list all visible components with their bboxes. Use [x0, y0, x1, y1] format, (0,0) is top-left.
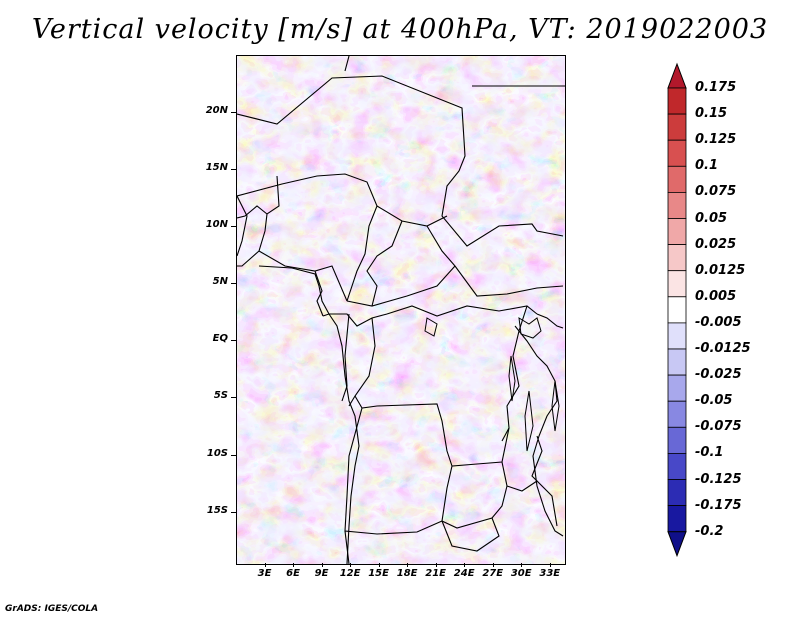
colorbar-label: 0.005	[695, 288, 737, 304]
colorbar-label: -0.05	[695, 393, 733, 409]
lon-label: 24E	[453, 568, 475, 579]
colorbar-bin	[667, 139, 687, 167]
colorbar-label: -0.175	[695, 497, 742, 513]
map-panel	[236, 55, 566, 565]
lon-label: 27E	[482, 568, 504, 579]
lat-label: 15S	[206, 504, 228, 516]
lat-tick	[231, 511, 236, 513]
lon-label: 9E	[314, 568, 329, 579]
colorbar-bin	[667, 165, 687, 193]
colorbar-bin	[667, 505, 687, 533]
lon-tick	[492, 563, 494, 567]
lat-tick	[231, 169, 236, 171]
vertical-velocity-map	[237, 56, 565, 564]
colorbar-bin	[667, 400, 687, 428]
colorbar-label: 0.0125	[695, 262, 746, 278]
lon-tick	[321, 563, 323, 567]
colorbar-label: -0.1	[695, 445, 724, 461]
colorbar-label: 0.175	[695, 80, 737, 95]
colorbar-bin	[667, 479, 687, 507]
lon-label: 12E	[339, 568, 361, 579]
colorbar-label: -0.025	[695, 367, 742, 383]
colorbar-bin	[667, 296, 687, 324]
lat-label: 10S	[206, 447, 228, 459]
lat-label: EQ	[212, 333, 228, 345]
colorbar-label: -0.0125	[695, 341, 751, 356]
grads-credit: GrADS: IGES/COLA	[5, 604, 99, 614]
colorbar-bin	[667, 374, 687, 402]
colorbar-bin	[667, 191, 687, 219]
colorbar-bin	[667, 244, 687, 272]
lon-tick	[407, 563, 409, 567]
lat-label: 5S	[213, 390, 228, 402]
lon-tick	[464, 563, 466, 567]
colorbar-label: 0.075	[695, 184, 737, 200]
colorbar-bin	[667, 426, 687, 454]
lat-tick	[231, 454, 236, 456]
colorbar-label: -0.125	[695, 471, 742, 487]
colorbar-label: 0.05	[695, 210, 728, 226]
lat-label: 15N	[205, 162, 228, 174]
lon-tick	[293, 563, 295, 567]
colorbar-bottom-arrow	[667, 531, 687, 558]
colorbar-label: 0.125	[695, 132, 737, 148]
colorbar-bin	[667, 113, 687, 141]
lat-tick	[231, 226, 236, 228]
country-boundaries	[237, 56, 565, 564]
colorbar-top-arrow	[667, 62, 687, 89]
colorbar-bin	[667, 270, 687, 298]
lon-label: 33E	[539, 568, 561, 579]
lon-label: 15E	[368, 568, 389, 579]
colorbar-bin	[667, 218, 687, 246]
lat-tick	[231, 397, 236, 399]
lon-label: 30E	[510, 568, 532, 579]
lon-label: 6E	[286, 568, 300, 579]
lon-label: 21E	[425, 568, 447, 579]
lat-label: 5N	[212, 276, 228, 288]
colorbar-bin	[667, 452, 687, 480]
colorbar-bin	[667, 322, 687, 350]
lon-tick	[350, 563, 352, 567]
lat-label: 20N	[205, 105, 228, 117]
lat-tick	[231, 112, 236, 114]
colorbar-label: 0.15	[695, 106, 728, 122]
chart-title: Vertical velocity [m/s] at 400hPa, VT: 2…	[31, 14, 769, 45]
lon-tick	[521, 563, 523, 567]
lon-tick	[378, 563, 380, 567]
lon-tick	[264, 563, 266, 567]
colorbar-bin	[667, 348, 687, 376]
lat-label: 10N	[205, 219, 228, 231]
lat-tick	[231, 283, 236, 285]
colorbar-label: 0.1	[695, 158, 719, 174]
colorbar-label: 0.025	[695, 236, 737, 252]
colorbar-label: -0.005	[695, 314, 742, 330]
colorbar-bin	[667, 87, 687, 115]
colorbar-label: -0.075	[695, 419, 742, 435]
lat-tick	[231, 340, 236, 342]
coastline	[237, 195, 564, 564]
lon-label: 18E	[396, 568, 418, 579]
lon-tick	[435, 563, 437, 567]
colorbar-label: -0.2	[695, 523, 724, 539]
lakes	[424, 317, 560, 452]
lon-tick	[549, 563, 551, 567]
lon-label: 3E	[257, 568, 272, 579]
